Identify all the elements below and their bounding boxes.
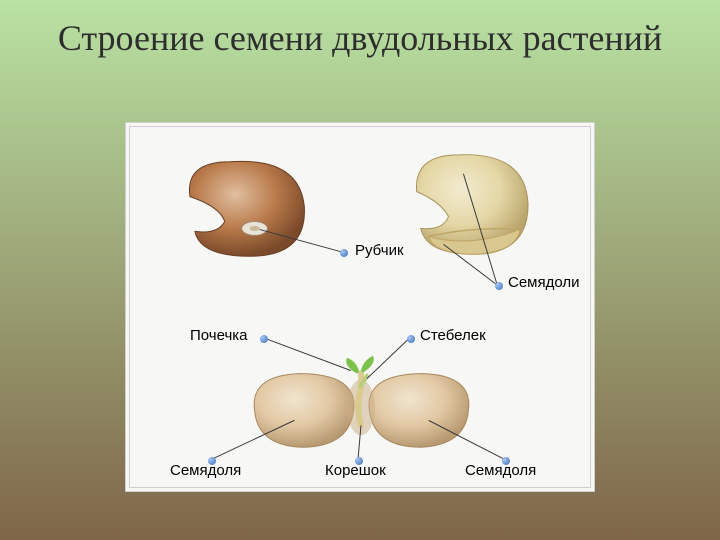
leader-lines xyxy=(212,174,504,459)
page-title: Строение семени двудольных растений xyxy=(0,18,720,59)
bullet-rubchik xyxy=(340,249,348,257)
label-stebelek: Стебелек xyxy=(420,327,486,344)
seed-split-coat xyxy=(416,155,528,255)
seed-open xyxy=(254,356,469,447)
diagram-svg xyxy=(130,127,590,487)
slide: Строение семени двудольных растений xyxy=(0,0,720,540)
label-semjadolja-r: Семядоля xyxy=(465,462,536,479)
label-semjadoli: Семядоли xyxy=(508,274,580,291)
bullet-pochechka xyxy=(260,335,268,343)
label-koreshok: Корешок xyxy=(325,462,386,479)
label-pochechka: Почечка xyxy=(190,327,248,344)
diagram-panel: Рубчик Семядоли Почечка Стебелек Семядол… xyxy=(125,122,595,492)
label-semjadolja-l: Семядоля xyxy=(170,462,241,479)
seed-whole xyxy=(189,161,304,256)
diagram-inner: Рубчик Семядоли Почечка Стебелек Семядол… xyxy=(129,126,591,488)
bullet-semjadoli xyxy=(495,282,503,290)
label-rubchik: Рубчик xyxy=(355,242,404,259)
bullet-stebelek xyxy=(407,335,415,343)
